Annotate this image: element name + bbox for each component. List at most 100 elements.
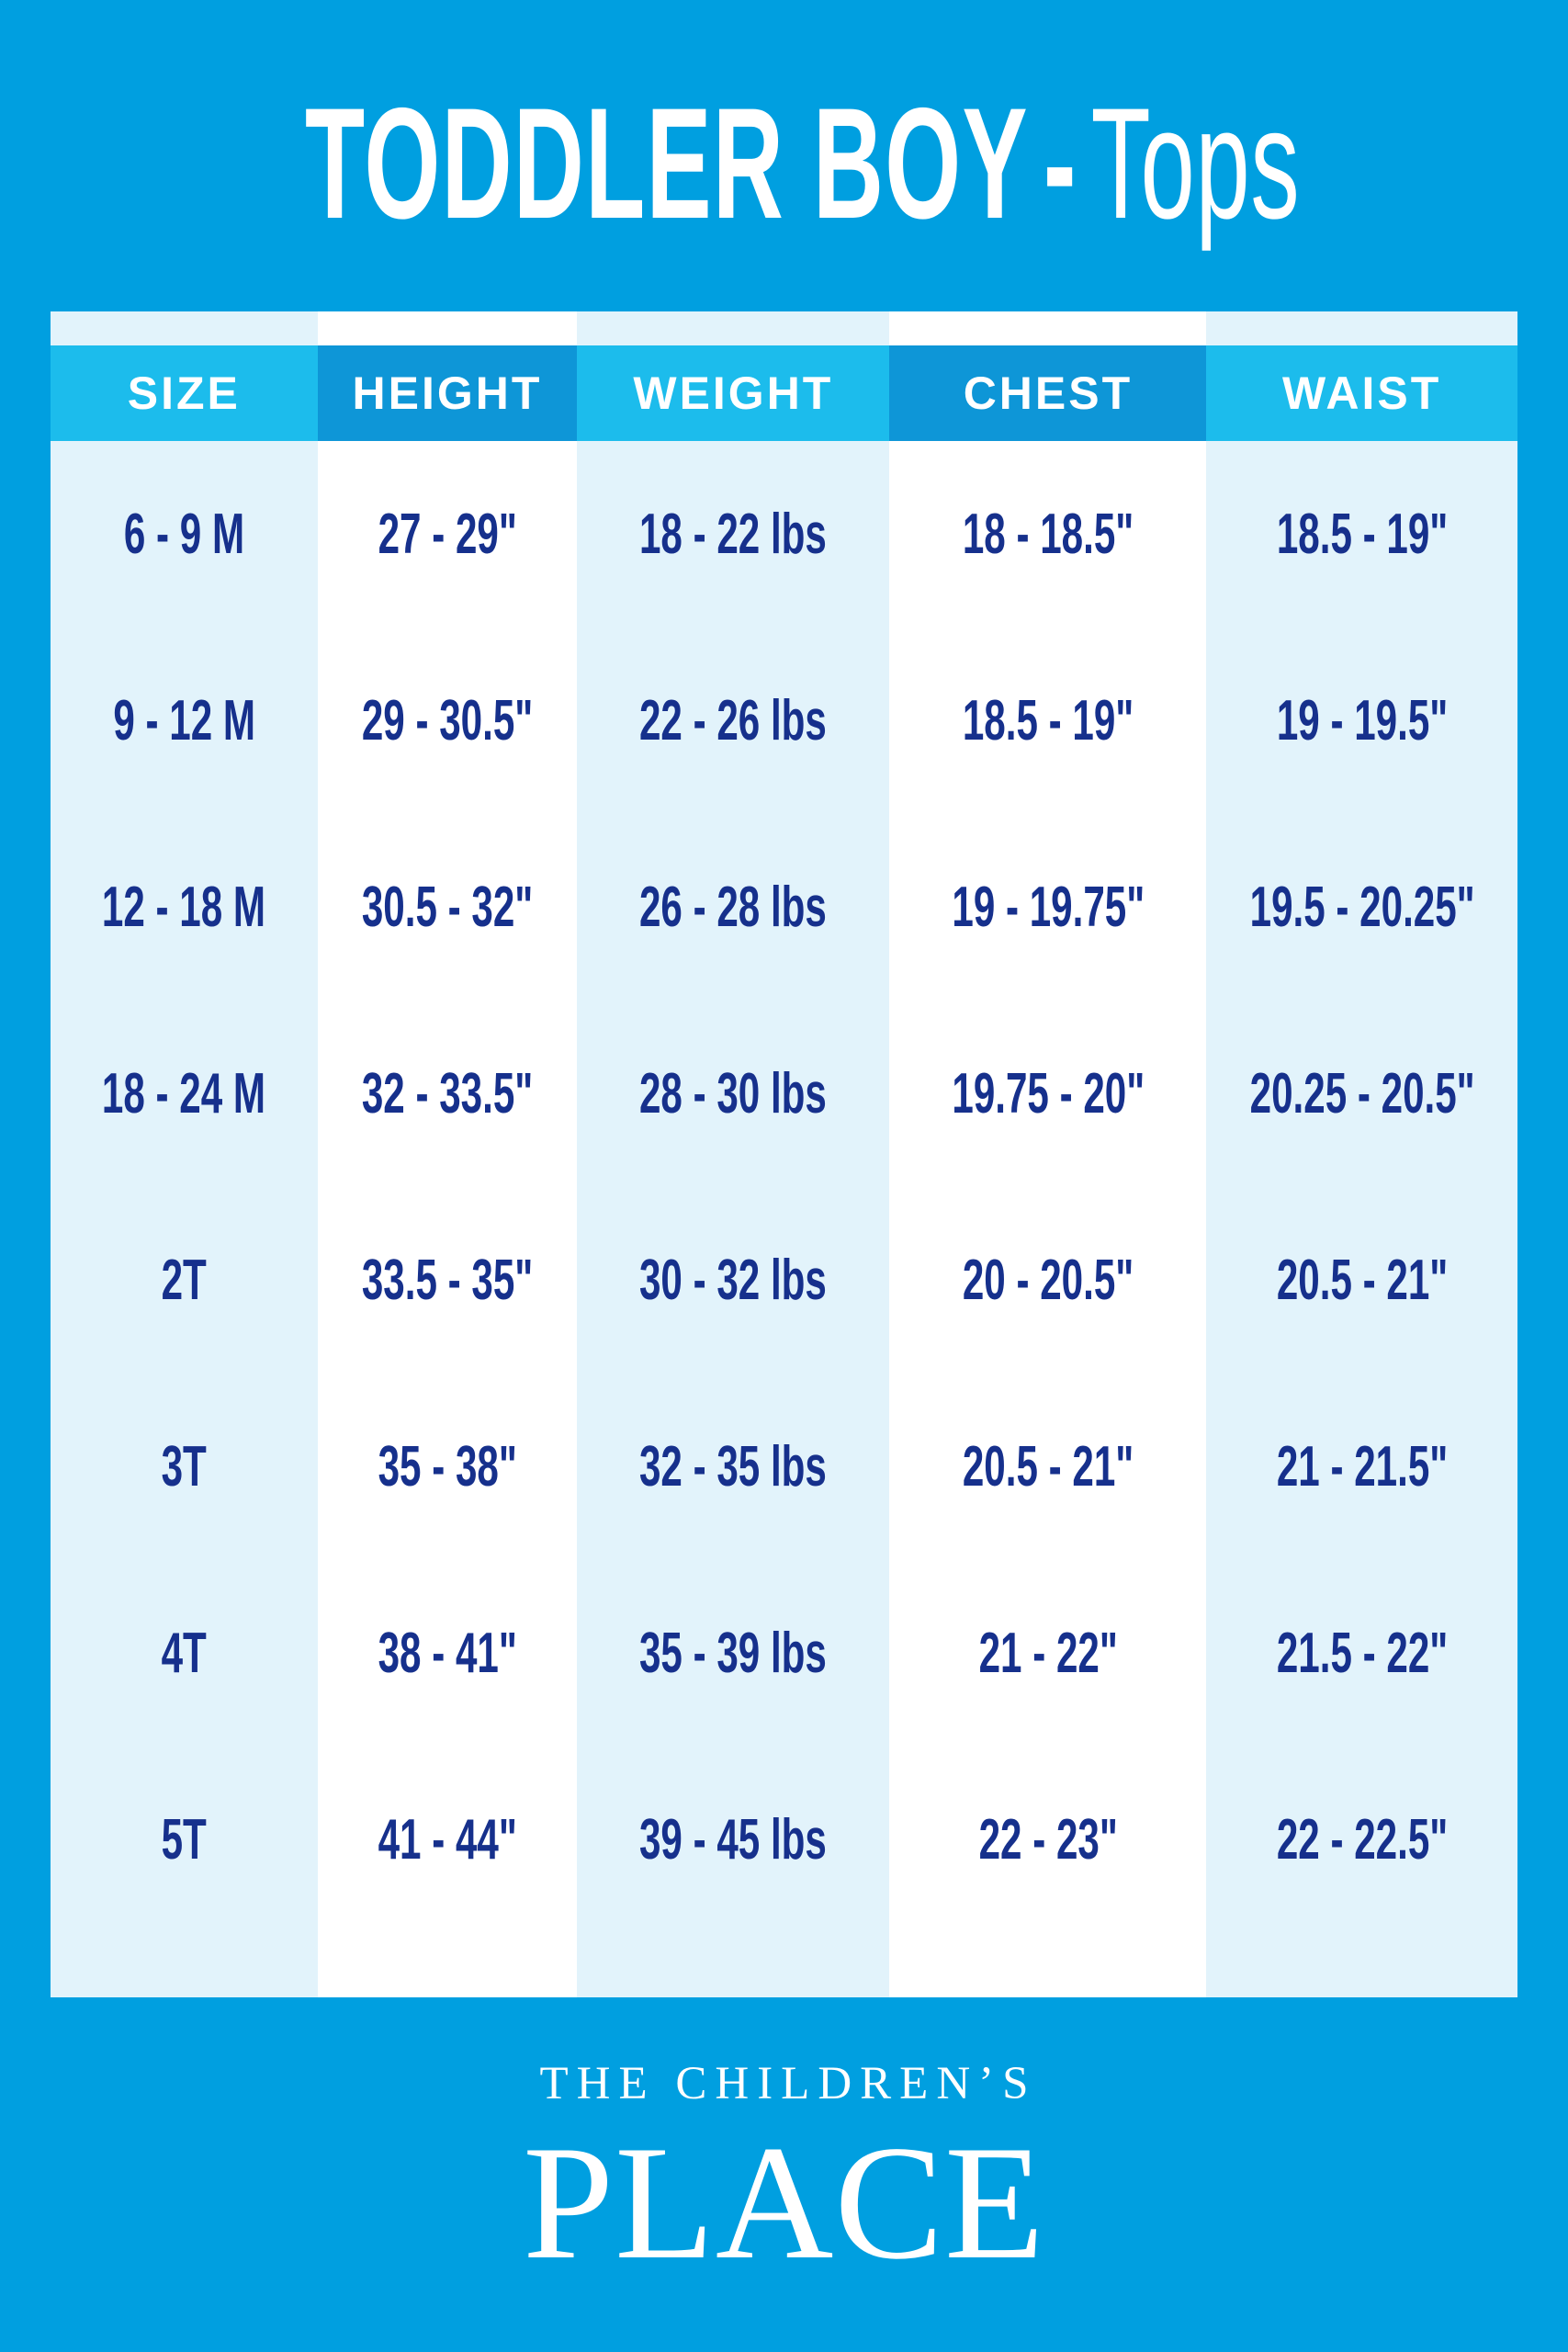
height-value: 38 - 41" — [378, 1621, 517, 1685]
size-value: 18 - 24 M — [102, 1061, 266, 1125]
height-value: 33.5 - 35" — [361, 1248, 534, 1312]
top-strip-height-segment — [317, 311, 578, 345]
bottom-strip-weight-segment — [577, 1933, 890, 1997]
waist-cell: 20.5 - 21" — [1206, 1187, 1517, 1374]
size-value: 12 - 18 M — [102, 875, 266, 939]
chest-value: 19 - 19.75" — [951, 875, 1145, 939]
waist-value: 22 - 22.5" — [1276, 1807, 1448, 1871]
table-row: 18 - 24 M 32 - 33.5" 28 - 30 lbs 19.75 -… — [51, 1001, 1517, 1187]
weight-cell: 28 - 30 lbs — [577, 1001, 890, 1187]
waist-cell: 21 - 21.5" — [1206, 1374, 1517, 1560]
size-value: 4T — [161, 1621, 207, 1685]
bottom-strip-height-segment — [317, 1933, 578, 1997]
waist-cell: 19 - 19.5" — [1206, 628, 1517, 814]
brand-logo-line2: PLACE — [523, 2111, 1045, 2293]
top-strip-waist-segment — [1206, 311, 1517, 345]
weight-cell: 39 - 45 lbs — [577, 1747, 890, 1933]
height-cell: 30.5 - 32" — [317, 814, 578, 1001]
weight-value: 22 - 26 lbs — [639, 688, 828, 752]
height-cell: 41 - 44" — [317, 1747, 578, 1933]
waist-value: 21.5 - 22" — [1276, 1621, 1448, 1685]
waist-value: 19.5 - 20.25" — [1249, 875, 1475, 939]
top-strip-chest-segment — [889, 311, 1207, 345]
chest-value: 20 - 20.5" — [962, 1248, 1134, 1312]
table-row: 6 - 9 M 27 - 29" 18 - 22 lbs 18 - 18.5" … — [51, 441, 1517, 628]
title-category: TODDLER BOY — [304, 75, 1029, 252]
chest-value: 20.5 - 21" — [962, 1434, 1134, 1498]
title-garment: Tops — [1090, 75, 1301, 252]
table-header-row: SIZE HEIGHT WEIGHT CHEST WAIST — [51, 345, 1517, 441]
chest-cell: 20 - 20.5" — [889, 1187, 1207, 1374]
waist-value: 20.5 - 21" — [1276, 1248, 1448, 1312]
waist-cell: 22 - 22.5" — [1206, 1747, 1517, 1933]
column-header-waist: WAIST — [1206, 345, 1517, 441]
chest-cell: 19.75 - 20" — [889, 1001, 1207, 1187]
weight-cell: 26 - 28 lbs — [577, 814, 890, 1001]
size-cell: 3T — [51, 1374, 318, 1560]
size-cell: 5T — [51, 1747, 318, 1933]
weight-cell: 18 - 22 lbs — [577, 441, 890, 628]
weight-cell: 35 - 39 lbs — [577, 1560, 890, 1747]
weight-cell: 32 - 35 lbs — [577, 1374, 890, 1560]
size-value: 6 - 9 M — [123, 502, 244, 566]
waist-cell: 19.5 - 20.25" — [1206, 814, 1517, 1001]
weight-value: 32 - 35 lbs — [639, 1434, 828, 1498]
bottom-strip-waist-segment — [1206, 1933, 1517, 1997]
chest-cell: 21 - 22" — [889, 1560, 1207, 1747]
size-cell: 9 - 12 M — [51, 628, 318, 814]
column-header-height: HEIGHT — [317, 345, 578, 441]
chest-value: 22 - 23" — [978, 1807, 1118, 1871]
height-value: 29 - 30.5" — [361, 688, 534, 752]
weight-cell: 22 - 26 lbs — [577, 628, 890, 814]
height-cell: 27 - 29" — [317, 441, 578, 628]
height-cell: 33.5 - 35" — [317, 1187, 578, 1374]
column-header-waist-label: WAIST — [1282, 368, 1442, 419]
waist-value: 20.25 - 20.5" — [1249, 1061, 1475, 1125]
top-strip-weight-segment — [577, 311, 890, 345]
size-chart-table: SIZE HEIGHT WEIGHT CHEST WAIST 6 - 9 M 2… — [51, 311, 1517, 1997]
size-value: 2T — [161, 1248, 207, 1312]
size-cell: 6 - 9 M — [51, 441, 318, 628]
weight-value: 18 - 22 lbs — [639, 502, 828, 566]
height-value: 30.5 - 32" — [361, 875, 534, 939]
size-value: 5T — [161, 1807, 207, 1871]
chest-value: 19.75 - 20" — [951, 1061, 1145, 1125]
height-value: 32 - 33.5" — [361, 1061, 534, 1125]
column-header-chest: CHEST — [889, 345, 1207, 441]
weight-value: 30 - 32 lbs — [639, 1248, 828, 1312]
bottom-strip-chest-segment — [889, 1933, 1207, 1997]
column-header-height-label: HEIGHT — [352, 368, 543, 419]
weight-value: 35 - 39 lbs — [639, 1621, 828, 1685]
waist-cell: 18.5 - 19" — [1206, 441, 1517, 628]
table-row: 2T 33.5 - 35" 30 - 32 lbs 20 - 20.5" 20.… — [51, 1187, 1517, 1374]
height-cell: 35 - 38" — [317, 1374, 578, 1560]
title-dash: - — [1043, 75, 1077, 252]
table-row: 3T 35 - 38" 32 - 35 lbs 20.5 - 21" 21 - … — [51, 1374, 1517, 1560]
chest-value: 18.5 - 19" — [962, 688, 1134, 752]
height-cell: 38 - 41" — [317, 1560, 578, 1747]
chest-value: 18 - 18.5" — [962, 502, 1134, 566]
weight-value: 39 - 45 lbs — [639, 1807, 828, 1871]
size-cell: 12 - 18 M — [51, 814, 318, 1001]
table-row: 5T 41 - 44" 39 - 45 lbs 22 - 23" 22 - 22… — [51, 1747, 1517, 1933]
waist-cell: 21.5 - 22" — [1206, 1560, 1517, 1747]
brand-logo-line1: THE CHILDREN’S — [539, 2058, 1037, 2109]
height-value: 41 - 44" — [378, 1807, 517, 1871]
chest-cell: 20.5 - 21" — [889, 1374, 1207, 1560]
table-body: 6 - 9 M 27 - 29" 18 - 22 lbs 18 - 18.5" … — [51, 441, 1517, 1933]
chest-cell: 19 - 19.75" — [889, 814, 1207, 1001]
page-title: TODDLER BOY-Tops — [0, 85, 1568, 243]
height-cell: 29 - 30.5" — [317, 628, 578, 814]
top-strip-size-segment — [51, 311, 318, 345]
table-top-strip — [51, 311, 1517, 345]
table-row: 4T 38 - 41" 35 - 39 lbs 21 - 22" 21.5 - … — [51, 1560, 1517, 1747]
table-row: 12 - 18 M 30.5 - 32" 26 - 28 lbs 19 - 19… — [51, 814, 1517, 1001]
bottom-strip-size-segment — [51, 1933, 318, 1997]
size-cell: 18 - 24 M — [51, 1001, 318, 1187]
table-row: 9 - 12 M 29 - 30.5" 22 - 26 lbs 18.5 - 1… — [51, 628, 1517, 814]
height-cell: 32 - 33.5" — [317, 1001, 578, 1187]
column-header-chest-label: CHEST — [963, 368, 1134, 419]
waist-value: 18.5 - 19" — [1276, 502, 1448, 566]
waist-value: 19 - 19.5" — [1276, 688, 1448, 752]
